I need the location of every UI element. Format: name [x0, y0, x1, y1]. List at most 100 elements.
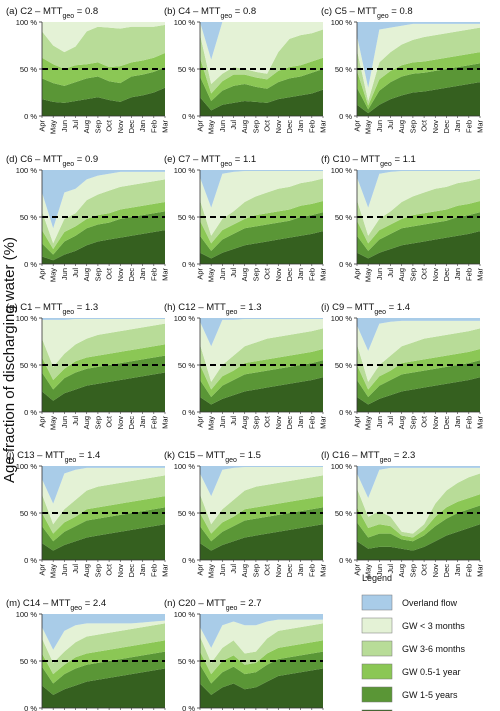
y-tick-label: 50 % — [20, 361, 37, 370]
area-overland-flow — [357, 22, 480, 88]
y-tick-label: 0 % — [339, 556, 352, 565]
x-tick-label: May — [364, 120, 373, 134]
area-gw-3-6-months — [200, 178, 323, 244]
y-tick-label: 100 % — [174, 610, 196, 619]
x-tick-label: Oct — [420, 267, 429, 280]
area-gw-3-months — [42, 467, 165, 525]
area-overland-flow — [42, 170, 165, 229]
x-tick-label: Dec — [127, 268, 136, 282]
area-overland-flow — [200, 22, 323, 60]
x-tick-label: Apr — [353, 563, 362, 575]
x-tick-label: Jan — [453, 564, 462, 576]
area-gw-0-5-1-year — [200, 349, 323, 397]
y-tick-label: 100 % — [174, 166, 196, 175]
x-tick-label: Feb — [149, 564, 158, 577]
y-tick-label: 0 % — [182, 408, 195, 417]
x-tick-label: Dec — [285, 120, 294, 134]
y-tick-label: 100 % — [331, 462, 353, 471]
x-tick-label: Mar — [161, 564, 170, 577]
area-gw-1-5-years — [200, 360, 323, 405]
y-tick-label: 0 % — [182, 260, 195, 269]
panel-title: (l) C16 – MTTgeo = 2.3 — [321, 450, 415, 464]
x-tick-label: Apr — [196, 415, 205, 427]
y-tick-label: 100 % — [331, 314, 353, 323]
y-tick-label: 100 % — [16, 610, 38, 619]
panel-7: (h) C12 – MTTgeo = 1.3 0 % 50 % 100 % Apr May… — [164, 302, 328, 430]
x-tick-label: Nov — [431, 268, 440, 282]
y-tick-label: 0 % — [24, 260, 37, 269]
area-gw-1-5-years — [357, 212, 480, 259]
x-tick-label: Nov — [116, 564, 125, 578]
x-tick-label: May — [49, 416, 58, 430]
y-tick-label: 100 % — [16, 462, 38, 471]
area-gw-5-years — [42, 372, 165, 412]
legend-swatch — [361, 686, 393, 703]
area-gw-3-6-months — [357, 27, 480, 106]
x-tick-label: Mar — [161, 120, 170, 133]
area-gw-3-months — [357, 170, 480, 236]
area-gw-3-6-months — [42, 623, 165, 675]
x-tick-label: Sep — [93, 564, 102, 577]
area-gw-5-years — [357, 82, 480, 116]
x-tick-label: Nov — [274, 268, 283, 282]
x-tick-label: Aug — [240, 564, 249, 577]
x-tick-label: Oct — [105, 119, 114, 132]
x-tick-label: Jan — [296, 416, 305, 428]
x-tick-label: Jun — [218, 268, 227, 280]
y-tick-label: 50 % — [178, 361, 195, 370]
x-tick-label: Jun — [60, 120, 69, 132]
x-tick-label: Aug — [397, 564, 406, 577]
y-tick-label: 100 % — [331, 18, 353, 27]
panel-1: (b) C4 – MTTgeo = 0.80 %50 %100 %Apr May J… — [164, 6, 328, 134]
area-overland-flow — [42, 614, 165, 650]
x-tick-label: Dec — [442, 416, 451, 430]
area-gw-1-5-years — [42, 507, 165, 551]
x-tick-label: Jul — [386, 268, 395, 278]
x-tick-label: Nov — [431, 416, 440, 430]
legend-label: Overland flow — [402, 598, 458, 608]
area-gw-1-5-years — [357, 360, 480, 405]
x-tick-label: Jan — [453, 268, 462, 280]
x-tick-label: Nov — [274, 120, 283, 134]
area-gw-3-months — [200, 318, 323, 382]
x-tick-label: Nov — [116, 416, 125, 430]
area-gw-1-5-years — [357, 63, 480, 114]
legend-label: GW 1-5 years — [402, 690, 458, 700]
x-tick-label: Oct — [263, 267, 272, 280]
legend-label: GW 3-6 months — [402, 644, 466, 654]
x-tick-label: Sep — [251, 268, 260, 281]
area-gw-3-6-months — [357, 328, 480, 390]
x-tick-label: Jan — [296, 120, 305, 132]
area-overland-flow — [200, 318, 323, 347]
x-tick-label: Jan — [138, 416, 147, 428]
area-gw-5-years — [357, 377, 480, 412]
y-tick-label: 0 % — [182, 556, 195, 565]
x-tick-label: Dec — [127, 120, 136, 134]
y-tick-label: 100 % — [331, 166, 353, 175]
y-tick-label: 100 % — [174, 314, 196, 323]
x-tick-label: Nov — [431, 120, 440, 134]
area-gw-5-years — [42, 524, 165, 560]
y-tick-label: 0 % — [24, 408, 37, 417]
panel-title: (n) C20 – MTTgeo = 2.7 — [164, 598, 262, 612]
legend-swatch — [361, 594, 393, 611]
x-tick-label: Feb — [307, 564, 316, 577]
area-gw-3-months — [42, 318, 165, 367]
x-tick-label: Nov — [274, 564, 283, 578]
x-tick-label: Dec — [127, 564, 136, 578]
x-tick-label: Jan — [138, 268, 147, 280]
area-overland-flow — [200, 170, 323, 208]
panel-10: (k) C15 – MTTgeo = 1.5 0 % 50 % 100 % Apr May… — [164, 450, 328, 578]
x-tick-label: May — [207, 268, 216, 282]
area-gw-1-5-years — [200, 212, 323, 259]
x-tick-label: Jun — [60, 416, 69, 428]
y-tick-label: 50 % — [335, 509, 352, 518]
panel-title: (a) C2 – MTTgeo = 0.8 — [6, 6, 98, 20]
area-gw-1-5-years — [42, 67, 165, 103]
panel-9: (j) C13 – MTTgeo = 1.4 0 % 50 % 100 % Apr May… — [6, 450, 170, 578]
x-tick-label: Sep — [251, 120, 260, 133]
area-gw-3-6-months — [200, 623, 323, 675]
area-overland-flow — [42, 466, 165, 504]
x-tick-label: Apr — [38, 119, 47, 131]
